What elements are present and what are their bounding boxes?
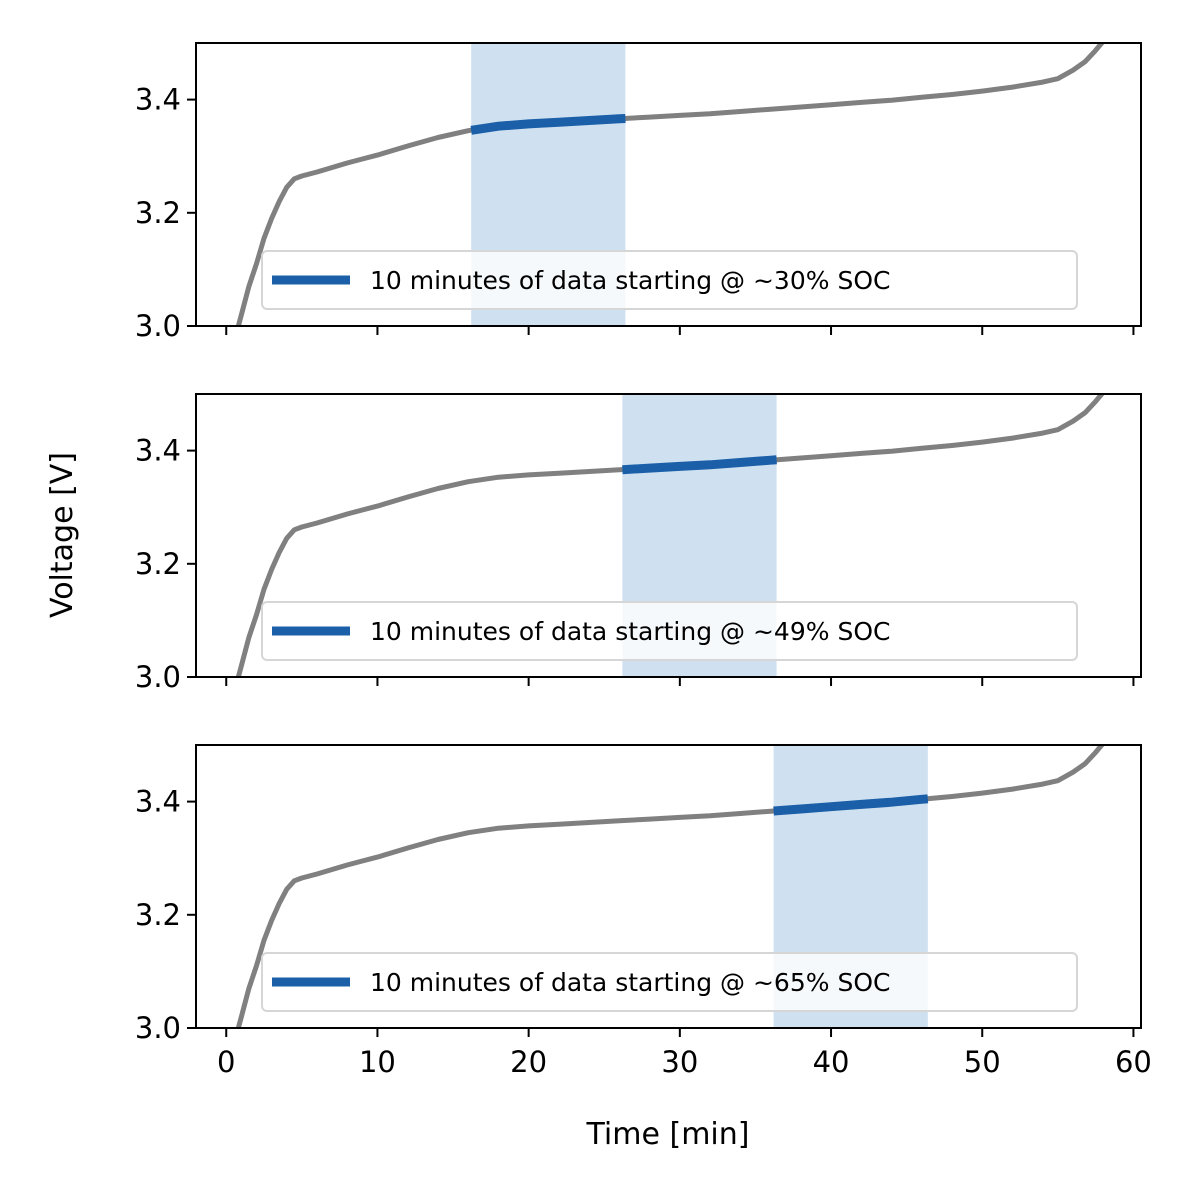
y-tick-label: 3.4 <box>135 785 181 819</box>
y-tick-label: 3.0 <box>135 1011 181 1045</box>
panel-2: 3.0 3.2 3.4 10 minutes of data starting @ ~… <box>135 393 1142 694</box>
x-tick-label: 30 <box>661 1045 698 1079</box>
axes-frame <box>195 393 1142 678</box>
legend: 10 minutes of data starting @ ~49% SOC <box>261 601 1078 661</box>
legend-entry: 10 minutes of data starting @ ~65% SOC <box>370 968 890 997</box>
y-tick-label: 3.2 <box>135 547 181 581</box>
y-tick-label: 3.2 <box>135 196 181 230</box>
y-tick-label: 3.4 <box>135 434 181 468</box>
x-axis-ticks: 0 10 20 30 40 50 60 <box>217 1045 1152 1079</box>
voltage-curve <box>235 745 1106 1028</box>
y-axis-label: Voltage [V] <box>45 452 80 618</box>
y-tick-label: 3.0 <box>135 660 181 694</box>
panel-3: 3.0 3.2 3.4 10 minutes of data starting @ ~… <box>135 744 1142 1045</box>
y-tick-label: 3.2 <box>135 898 181 932</box>
axes-frame <box>195 42 1142 327</box>
legend: 10 minutes of data starting @ ~65% SOC <box>261 952 1078 1012</box>
legend-entry: 10 minutes of data starting @ ~49% SOC <box>370 617 890 646</box>
highlighted-segment <box>622 455 777 475</box>
x-tick-label: 10 <box>359 1045 396 1079</box>
x-tick-label: 40 <box>813 1045 850 1079</box>
legend-box <box>261 601 1078 661</box>
panel-1: 3.0 3.2 3.4 10 minutes of data starting @ ~… <box>135 42 1142 343</box>
y-tick-label: 3.0 <box>135 309 181 343</box>
axes-frame <box>195 744 1142 1029</box>
legend-entry: 10 minutes of data starting @ ~30% SOC <box>370 266 890 295</box>
legend: 10 minutes of data starting @ ~30% SOC <box>261 250 1078 310</box>
x-tick-label: 60 <box>1115 1045 1152 1079</box>
x-tick-label: 50 <box>964 1045 1001 1079</box>
voltage-curve <box>235 394 1106 677</box>
x-tick-label: 0 <box>217 1045 235 1079</box>
x-tick-label: 20 <box>510 1045 547 1079</box>
legend-box <box>261 952 1078 1012</box>
highlighted-segment <box>470 114 626 135</box>
x-axis-label: Time [min] <box>586 1117 750 1152</box>
y-tick-label: 3.4 <box>135 83 181 117</box>
highlighted-segment <box>773 794 929 816</box>
legend-box <box>261 250 1078 310</box>
